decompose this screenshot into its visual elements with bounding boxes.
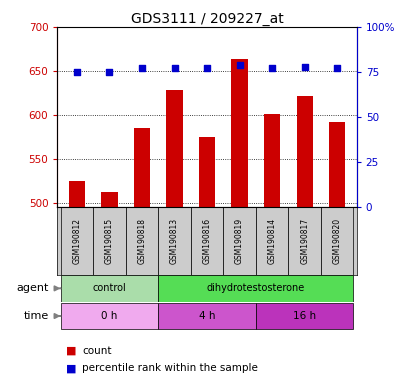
Point	[106, 69, 112, 75]
Bar	[133, 128, 150, 384]
Bar	[101, 192, 117, 384]
Bar	[93, 207, 126, 275]
Bar	[166, 90, 182, 384]
Text: 0 h: 0 h	[101, 311, 117, 321]
Bar	[61, 275, 158, 302]
Text: control: control	[92, 283, 126, 293]
Bar	[198, 137, 215, 384]
Text: GSM190813: GSM190813	[170, 218, 179, 264]
Point	[236, 62, 242, 68]
Bar	[69, 181, 85, 384]
Text: GSM190816: GSM190816	[202, 218, 211, 264]
Text: percentile rank within the sample: percentile rank within the sample	[82, 363, 257, 373]
Point	[301, 63, 307, 70]
Text: GSM190812: GSM190812	[72, 218, 81, 264]
Bar	[190, 207, 223, 275]
Point	[268, 65, 275, 71]
Point	[333, 65, 339, 71]
Bar	[61, 207, 93, 275]
Text: GSM190818: GSM190818	[137, 218, 146, 264]
Text: 4 h: 4 h	[198, 311, 215, 321]
Text: GSM190820: GSM190820	[332, 218, 341, 264]
Bar	[158, 275, 353, 302]
Point	[171, 65, 178, 71]
Text: GSM190814: GSM190814	[267, 218, 276, 264]
Text: GSM190817: GSM190817	[299, 218, 308, 264]
Text: ■: ■	[65, 363, 76, 373]
Bar	[296, 96, 312, 384]
Text: time: time	[24, 311, 49, 321]
Text: GSM190819: GSM190819	[234, 218, 243, 264]
Bar	[263, 114, 280, 384]
Bar	[255, 207, 288, 275]
Title: GDS3111 / 209227_at: GDS3111 / 209227_at	[130, 12, 283, 26]
Bar	[328, 122, 344, 384]
Bar	[288, 207, 320, 275]
Bar	[320, 207, 353, 275]
Text: 16 h: 16 h	[292, 311, 315, 321]
Text: count: count	[82, 346, 111, 356]
Text: GSM190815: GSM190815	[105, 218, 114, 264]
Point	[138, 65, 145, 71]
Bar	[231, 60, 247, 384]
Point	[203, 65, 210, 71]
Point	[74, 69, 80, 75]
Bar	[158, 207, 190, 275]
Bar	[223, 207, 255, 275]
Text: dihydrotestosterone: dihydrotestosterone	[206, 283, 304, 293]
Bar	[158, 303, 255, 329]
Bar	[255, 303, 353, 329]
Bar	[126, 207, 158, 275]
Text: ■: ■	[65, 346, 76, 356]
Bar	[61, 303, 158, 329]
Text: agent: agent	[17, 283, 49, 293]
